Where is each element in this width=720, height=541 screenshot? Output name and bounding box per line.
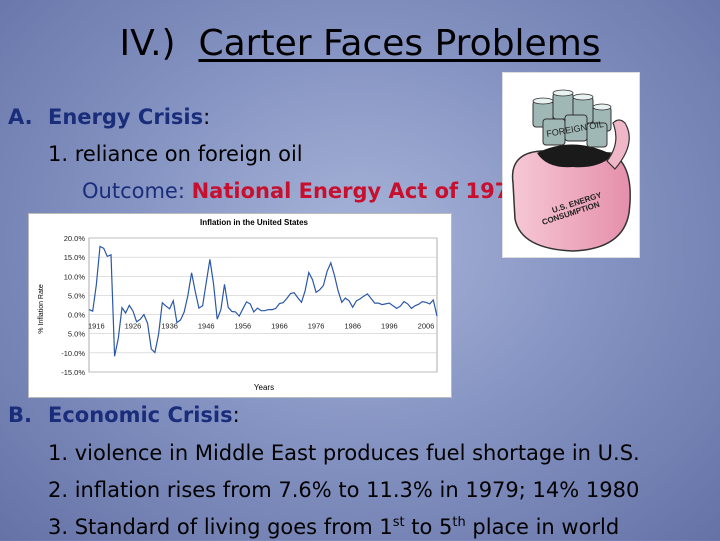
section-b-line-3: 3. Standard of living goes from 1st to 5… (48, 513, 619, 541)
chart-y-tick-label: 15.0% (64, 253, 86, 262)
chart-x-tick-label: 1996 (381, 322, 398, 331)
section-b-letter: B. (8, 403, 32, 427)
line3-sup-2: th (452, 515, 466, 530)
section-a-topic: Energy Crisis (48, 105, 204, 129)
section-a-colon: : (203, 105, 211, 129)
chart-y-tick-label: -10.0% (61, 349, 85, 358)
chart-x-tick-label: 2006 (418, 322, 435, 331)
oil-spill (537, 144, 613, 168)
chart-x-tick-label: 1946 (198, 322, 215, 331)
section-a-line-1: 1. reliance on foreign oil (48, 142, 303, 166)
section-b-colon: : (232, 403, 240, 427)
chart-y-tick-label: 20.0% (64, 234, 86, 243)
arm-shape (606, 119, 630, 170)
outcome-value: National Energy Act of 1979 (191, 179, 524, 203)
chart-x-tick-label: 1986 (344, 322, 361, 331)
chart-series-line (88, 245, 438, 357)
chart-y-tick-label: 5.0% (68, 291, 85, 300)
chart-y-axis-label: % Inflation Rate (38, 284, 45, 334)
outcome-label: Outcome: (82, 179, 192, 203)
line3-part-a: 3. Standard of living goes from 1 (48, 515, 393, 539)
inflation-chart: Inflation in the United States % Inflati… (28, 213, 452, 398)
chart-x-tick-label: 1926 (125, 322, 142, 331)
title-prefix: IV.) (119, 23, 199, 64)
chart-x-tick-label: 1966 (271, 322, 288, 331)
chart-x-tick-label: 1976 (308, 322, 325, 331)
section-b-heading: B. Economic Crisis: (8, 401, 240, 429)
cartoon-illustration: FOREIGN OIL U.S. ENERGY CONSUMPTION (511, 89, 631, 252)
line3-part-c: place in world (465, 515, 620, 539)
chart-x-tick-label: 1936 (161, 322, 178, 331)
chart-x-axis-label: Years (254, 383, 274, 392)
oil-cartoon-image: FOREIGN OIL U.S. ENERGY CONSUMPTION (502, 72, 640, 258)
section-a-outcome: Outcome: National Energy Act of 1979 (82, 177, 524, 205)
section-b-line-1: 1. violence in Middle East produces fuel… (48, 441, 640, 465)
chart-plot-area (88, 237, 438, 373)
section-a-letter: A. (8, 105, 33, 129)
chart-y-tick-label: 0.0% (68, 311, 85, 320)
bag-shape (511, 150, 631, 252)
line3-part-b: to 5 (404, 515, 453, 539)
inflation-chart-svg: Inflation in the United States % Inflati… (38, 218, 438, 392)
slide-title: IV.) Carter Faces Problems (0, 20, 720, 68)
chart-x-tick-label: 1956 (235, 322, 252, 331)
line3-sup-1: st (392, 515, 405, 530)
section-b-topic: Economic Crisis (48, 403, 233, 427)
title-main: Carter Faces Problems (198, 23, 601, 64)
chart-x-tick-label: 1916 (88, 322, 105, 331)
chart-y-tick-label: -15.0% (61, 368, 85, 377)
chart-title: Inflation in the United States (200, 218, 309, 227)
section-a-heading: A. Energy Crisis: (8, 103, 210, 131)
chart-y-tick-label: 5.0% (68, 330, 85, 339)
chart-y-tick-label: 10.0% (64, 272, 86, 281)
section-b-line-2: 2. inflation rises from 7.6% to 11.3% in… (48, 478, 640, 502)
